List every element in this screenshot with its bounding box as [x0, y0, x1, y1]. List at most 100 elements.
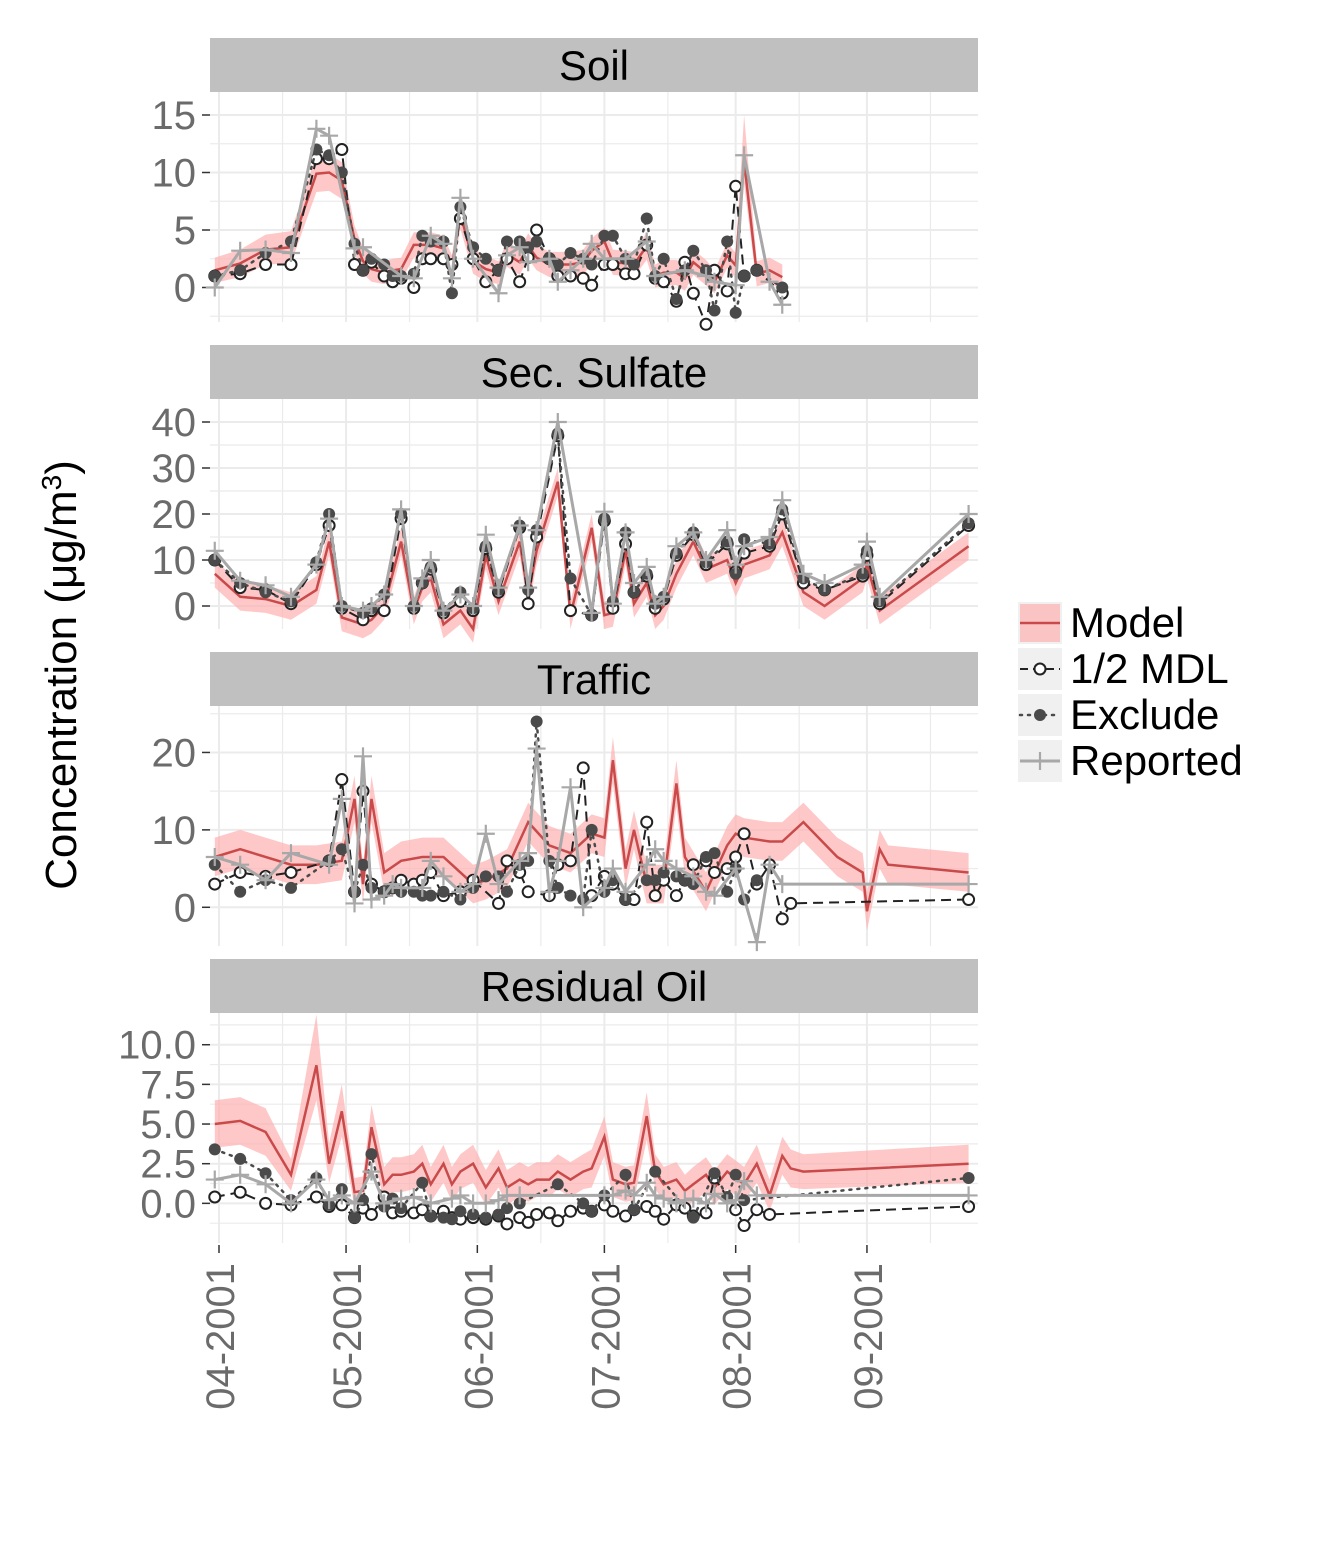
reported-point	[561, 261, 580, 280]
reported-point	[654, 1189, 673, 1208]
exclude-point	[479, 1211, 492, 1224]
exclude-point	[551, 258, 564, 271]
reported-point	[548, 851, 567, 870]
reported-point	[332, 1186, 351, 1205]
mdl-point	[686, 286, 700, 300]
facet-strip	[210, 959, 978, 1013]
reported-point	[434, 867, 453, 886]
reported-point	[345, 1194, 364, 1213]
exclude-point	[729, 567, 742, 580]
y-tick-label: 5.0	[140, 1103, 196, 1147]
exclude-point	[687, 1211, 700, 1224]
exclude-point	[750, 264, 763, 277]
reported-point	[421, 551, 440, 569]
reported-point	[421, 226, 440, 245]
reported-point	[705, 272, 724, 291]
exclude-point	[708, 304, 721, 317]
exclude-point	[708, 1167, 721, 1180]
legend-label: Exclude	[1070, 691, 1219, 738]
reported-point	[464, 597, 483, 615]
reported-point	[476, 824, 495, 843]
exclude-point	[500, 885, 513, 898]
facet-strip-title: Residual Oil	[481, 963, 707, 1010]
legend-key-point	[1034, 709, 1046, 721]
exclude-point	[729, 306, 742, 319]
reported-point	[718, 521, 737, 540]
reported-point	[705, 886, 724, 905]
exclude-point	[424, 889, 437, 902]
exclude-point	[628, 586, 641, 599]
reported-point	[307, 1170, 326, 1189]
facet-strip-title: Soil	[559, 42, 629, 89]
exclude-point	[365, 1148, 378, 1161]
mdl-point	[424, 252, 438, 266]
reported-point	[697, 1194, 716, 1213]
reported-point	[548, 272, 567, 291]
exclude-point	[530, 715, 543, 728]
mdl-point	[208, 1190, 222, 1204]
mdl-point	[585, 278, 599, 292]
facet-strip-title: Sec. Sulfate	[481, 349, 707, 396]
reported-point	[362, 1162, 381, 1181]
legend-label: Model	[1070, 599, 1184, 646]
reported-point	[684, 867, 703, 886]
exclude-point	[729, 1168, 742, 1181]
reported-point	[616, 249, 635, 268]
y-tick-label: 0.0	[140, 1182, 196, 1226]
reported-point	[281, 244, 300, 262]
reported-point	[497, 246, 516, 265]
reported-point	[320, 1191, 339, 1210]
exclude-point	[259, 1167, 272, 1180]
reported-point	[595, 878, 614, 897]
reported-point	[574, 249, 593, 268]
reported-point	[392, 500, 411, 519]
mdl-point	[208, 877, 222, 891]
exclude-point	[640, 212, 653, 225]
reported-point	[489, 284, 508, 303]
x-tick-label: 04-2001	[199, 1263, 243, 1410]
reported-point	[616, 882, 635, 901]
y-tick-label: 40	[152, 401, 197, 445]
exclude-point	[284, 881, 297, 894]
exclude-point	[750, 874, 763, 887]
exclude-point	[500, 1202, 513, 1215]
exclude-point	[598, 229, 611, 242]
y-tick-label: 10	[152, 539, 197, 583]
exclude-point	[445, 287, 458, 300]
exclude-point	[640, 874, 653, 887]
reported-point	[646, 840, 665, 859]
exclude-point	[348, 1211, 361, 1224]
reported-point	[510, 238, 529, 257]
mdl-point	[356, 784, 370, 798]
reported-point	[616, 523, 635, 542]
reported-point	[489, 1191, 508, 1210]
reported-point	[760, 528, 779, 546]
reported-point	[675, 261, 694, 280]
facet-strip	[210, 345, 978, 399]
reported-point	[205, 1170, 224, 1189]
exclude-point	[962, 517, 975, 530]
exclude-point	[564, 572, 577, 585]
reported-point	[684, 523, 703, 542]
reported-point	[705, 1184, 724, 1203]
reported-point	[205, 847, 224, 866]
reported-point	[519, 578, 538, 597]
reported-point	[684, 1189, 703, 1208]
y-tick-label: 15	[152, 94, 197, 138]
mdl-point	[335, 143, 349, 156]
reported-point	[548, 413, 567, 431]
reported-point	[519, 844, 538, 863]
mdl-point	[962, 893, 976, 907]
reported-point	[527, 521, 546, 540]
exclude-point	[479, 870, 492, 883]
reported-point	[345, 239, 364, 258]
reported-point	[654, 587, 673, 606]
reported-point	[718, 1194, 737, 1213]
reported-point	[392, 267, 411, 285]
reported-point	[857, 532, 876, 551]
reported-point	[582, 234, 601, 253]
exclude-point	[416, 1176, 429, 1189]
reported-point	[383, 875, 402, 894]
